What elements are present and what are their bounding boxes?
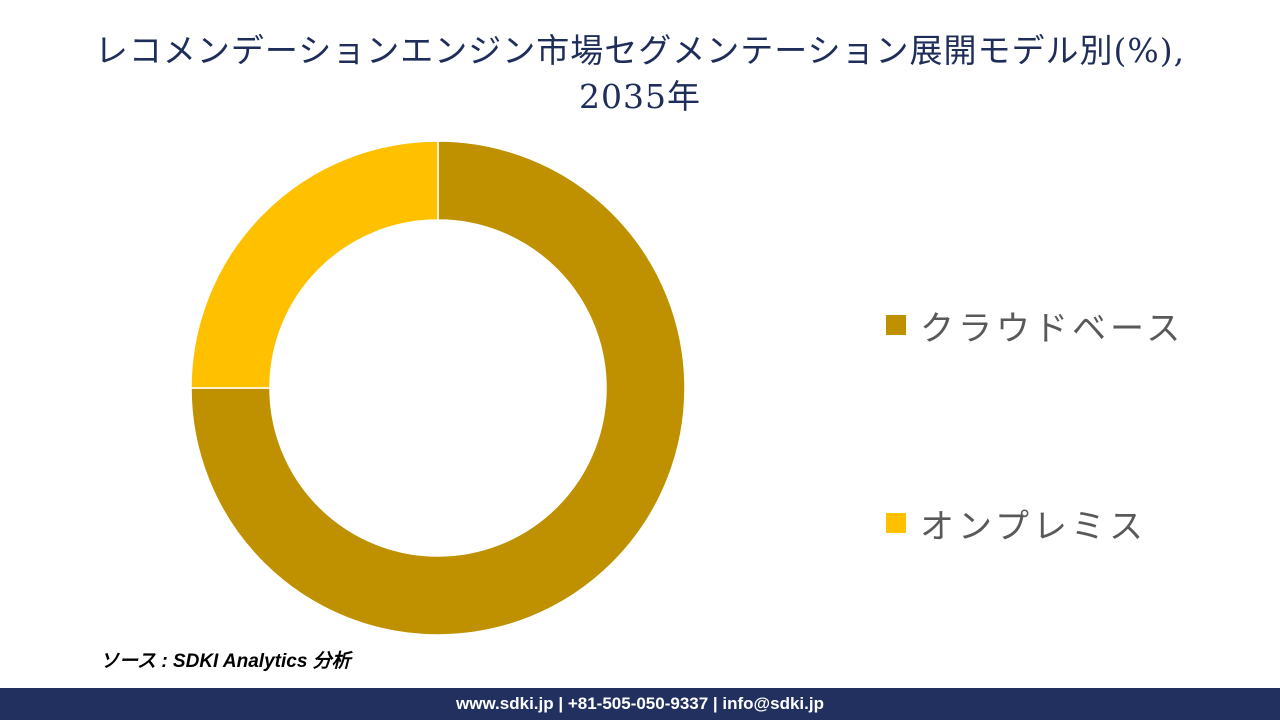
donut-chart <box>190 140 686 636</box>
chart-title-line1: レコメンデーションエンジン市場セグメンテーション展開モデル別(%), <box>94 31 1186 70</box>
legend-swatch-onpremise <box>886 513 906 533</box>
legend-swatch-cloud <box>886 315 906 335</box>
chart-title: レコメンデーションエンジン市場セグメンテーション展開モデル別(%), 2035年 <box>0 28 1280 120</box>
legend-label-cloud: クラウドベース <box>920 308 1185 349</box>
legend-item-onpremise: オンプレミス <box>886 498 1184 548</box>
chart-legend: クラウドベース オンプレミス <box>886 300 1184 696</box>
legend-item-cloud: クラウドベース <box>886 300 1184 350</box>
donut-slice-0 <box>190 140 686 636</box>
legend-label-onpremise: オンプレミス <box>920 506 1147 547</box>
donut-slice-1 <box>190 140 439 389</box>
footer-contact: www.sdki.jp | +81-505-050-9337 | info@sd… <box>0 688 1280 720</box>
chart-title-line2: 2035年 <box>579 77 701 116</box>
source-note: ソース : SDKI Analytics 分析 <box>100 651 351 672</box>
